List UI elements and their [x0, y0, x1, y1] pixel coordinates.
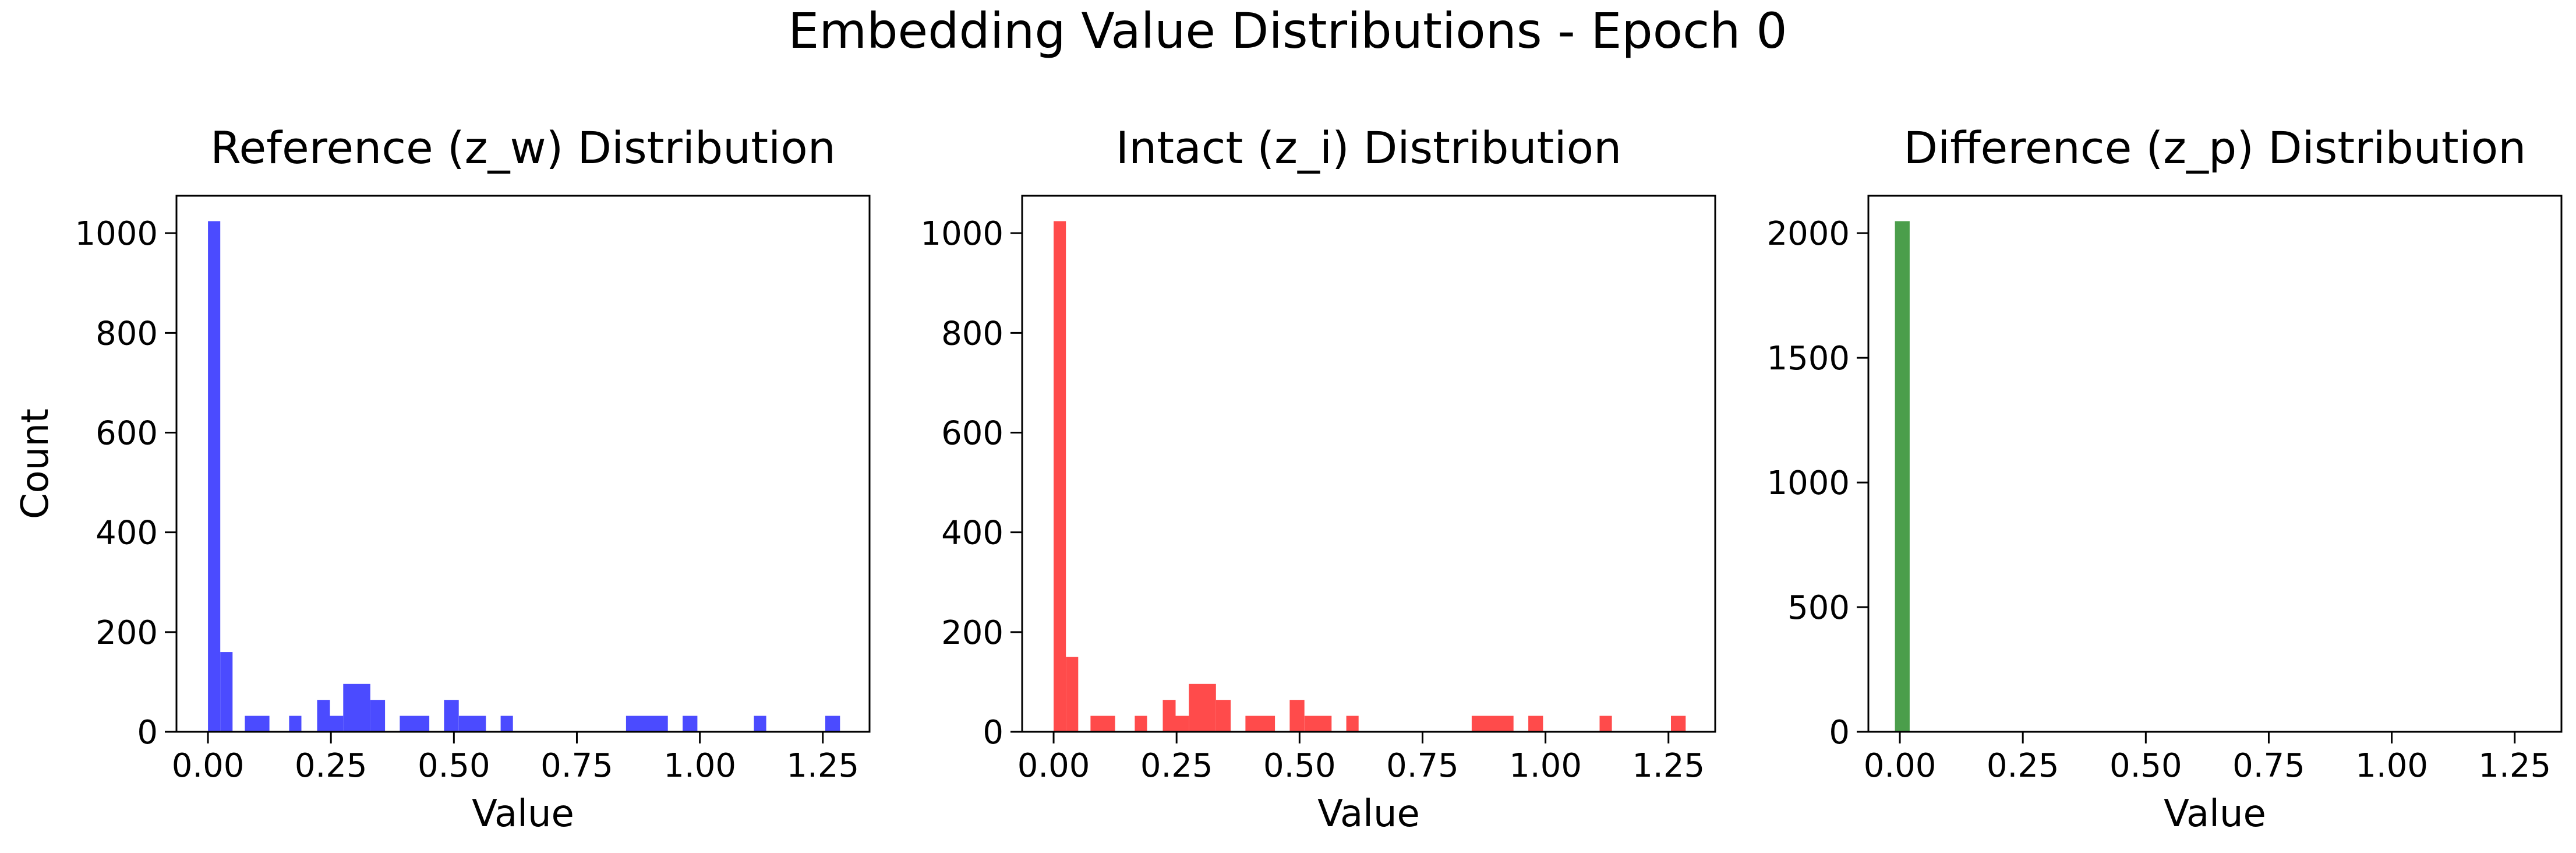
y-tick-label: 500	[1787, 589, 1850, 627]
y-tick-label: 200	[96, 614, 158, 652]
histogram-bar	[220, 652, 233, 732]
x-tick-label: 0.50	[2109, 747, 2182, 785]
figure-title: Embedding Value Distributions - Epoch 0	[788, 2, 1787, 59]
x-tick-label: 0.50	[418, 747, 490, 785]
histogram-bar	[1346, 715, 1359, 732]
y-tick-label: 400	[96, 514, 158, 552]
x-tick-label: 1.00	[2355, 747, 2428, 785]
y-tick-label: 0	[137, 714, 158, 752]
x-tick-label: 0.75	[1386, 747, 1459, 785]
histogram-bar	[1162, 700, 1176, 732]
axes-frame	[1021, 195, 1716, 733]
histogram-bar	[825, 715, 840, 732]
histogram-bar	[1289, 700, 1305, 732]
histogram-bar	[343, 683, 370, 732]
subplot-3: 0.00 0.25 0.50 0.75 1.00 1.25 0 500 1000 1500 2000…	[1766, 122, 2563, 836]
x-tick-label: 1.00	[1509, 747, 1582, 785]
histogram-bar	[1528, 715, 1543, 732]
x-tick-label: 0.25	[1987, 747, 2059, 785]
histogram-bar	[400, 715, 430, 732]
subplot-title: Intact (z_i) Distribution	[1116, 122, 1622, 174]
y-tick-label: 600	[941, 415, 1003, 453]
histogram-bar	[1304, 715, 1332, 732]
y-tick-label: 1000	[920, 215, 1003, 253]
y-tick-label: 0	[1829, 714, 1850, 752]
histogram-bar	[458, 715, 486, 732]
histogram-bars	[1895, 221, 1910, 732]
histogram-bar	[1054, 221, 1066, 732]
x-tick-label: 1.25	[2478, 747, 2551, 785]
histogram-bar	[208, 221, 221, 732]
x-axis-label: Value	[472, 792, 574, 836]
y-tick-label: 1500	[1766, 340, 1850, 378]
y-axis-label: Count	[14, 408, 57, 519]
histogram-bar	[370, 700, 386, 732]
histogram-bar	[317, 700, 330, 732]
histogram-bar	[683, 715, 698, 732]
histogram-bar	[245, 715, 270, 732]
x-tick-label: 0.00	[1864, 747, 1937, 785]
histogram-bars	[208, 221, 840, 732]
histogram-bar	[1895, 221, 1910, 732]
y-tick-label: 200	[941, 614, 1003, 652]
x-axis-label: Value	[2164, 792, 2266, 836]
x-tick-label: 0.00	[1017, 747, 1090, 785]
x-tick-label: 0.75	[540, 747, 613, 785]
x-tick-label: 1.25	[1632, 747, 1705, 785]
axes-frame	[1867, 195, 2563, 733]
histogram-bar	[1599, 715, 1612, 732]
histogram-bar	[1189, 683, 1216, 732]
x-tick-label: 1.00	[663, 747, 736, 785]
x-tick-label: 0.75	[2232, 747, 2305, 785]
subplot-1: 0.00 0.25 0.50 0.75 1.00 1.25 0 200 400 600 800 100…	[14, 122, 871, 836]
x-tick-label: 0.50	[1263, 747, 1336, 785]
histogram-bar	[1175, 715, 1189, 732]
y-tick-label: 400	[941, 514, 1003, 552]
x-tick-label: 1.25	[786, 747, 859, 785]
y-tick-label: 2000	[1766, 215, 1850, 253]
axes-frame	[175, 195, 871, 733]
histogram-bar	[444, 700, 459, 732]
y-tick-label: 1000	[1766, 464, 1850, 502]
histogram-bar	[1066, 657, 1079, 732]
y-tick-label: 0	[983, 714, 1003, 752]
y-tick-label: 800	[941, 315, 1003, 353]
histogram-bar	[1090, 715, 1115, 732]
histogram-bar	[1215, 700, 1231, 732]
x-axis-label: Value	[1317, 792, 1420, 836]
y-tick-label: 600	[96, 415, 158, 453]
subplot-2: 0.00 0.25 0.50 0.75 1.00 1.25 0 200 400 600 800 100…	[920, 122, 1716, 836]
histogram-bar	[1135, 715, 1147, 732]
histogram-bar	[1671, 715, 1686, 732]
subplot-title: Reference (z_w) Distribution	[210, 122, 836, 174]
x-tick-label: 0.25	[295, 747, 368, 785]
histogram-bar	[289, 715, 302, 732]
y-tick-label: 1000	[75, 215, 158, 253]
y-tick-label: 800	[96, 315, 158, 353]
x-tick-label: 0.25	[1140, 747, 1213, 785]
subplots: 0.00 0.25 0.50 0.75 1.00 1.25 0 200 400 600 800 100…	[14, 122, 2563, 836]
x-tick-label: 0.00	[172, 747, 245, 785]
histogram-bar	[330, 715, 344, 732]
histogram-bar	[754, 715, 766, 732]
histogram-bars	[1054, 221, 1686, 732]
subplot-title: Difference (z_p) Distribution	[1904, 122, 2526, 174]
histogram-bar	[626, 715, 668, 732]
histogram-bar	[1245, 715, 1275, 732]
histogram-bar	[1471, 715, 1514, 732]
histogram-bar	[500, 715, 513, 732]
